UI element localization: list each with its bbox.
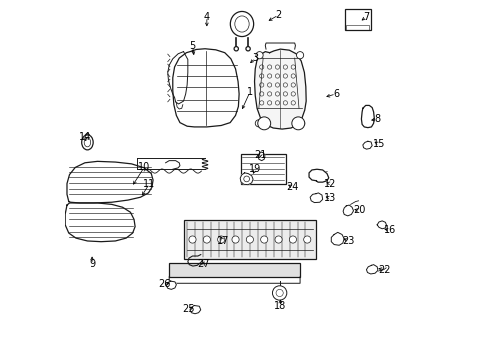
Circle shape	[231, 236, 239, 243]
Circle shape	[303, 236, 310, 243]
Circle shape	[234, 46, 238, 51]
Text: 20: 20	[352, 206, 365, 216]
Polygon shape	[190, 306, 201, 314]
Circle shape	[289, 236, 296, 243]
Circle shape	[255, 51, 263, 59]
Circle shape	[188, 236, 196, 243]
Circle shape	[245, 46, 250, 51]
Bar	[344, 9, 370, 30]
Polygon shape	[366, 265, 377, 274]
Text: 6: 6	[332, 89, 338, 99]
Text: 1: 1	[246, 87, 252, 97]
Circle shape	[246, 236, 253, 243]
Ellipse shape	[81, 135, 93, 150]
Polygon shape	[254, 49, 305, 129]
Polygon shape	[361, 105, 373, 128]
Text: 12: 12	[324, 179, 336, 189]
Circle shape	[296, 51, 303, 59]
Ellipse shape	[230, 12, 253, 37]
Polygon shape	[343, 205, 353, 216]
Text: 8: 8	[373, 114, 380, 124]
Text: 18: 18	[274, 301, 286, 311]
Polygon shape	[240, 173, 253, 185]
Text: 4: 4	[203, 12, 209, 22]
Polygon shape	[166, 281, 176, 289]
Polygon shape	[309, 193, 322, 203]
Text: 3: 3	[252, 53, 258, 63]
Text: 24: 24	[286, 182, 299, 192]
Text: 13: 13	[324, 193, 336, 203]
Bar	[241, 154, 285, 184]
Text: 7: 7	[363, 12, 369, 22]
Circle shape	[272, 286, 286, 300]
Text: 17: 17	[216, 236, 229, 246]
Circle shape	[274, 236, 282, 243]
Polygon shape	[330, 232, 344, 245]
Circle shape	[217, 236, 224, 243]
Polygon shape	[65, 203, 135, 242]
Polygon shape	[172, 49, 239, 127]
Polygon shape	[258, 152, 264, 161]
Text: 23: 23	[342, 236, 354, 246]
Text: 2: 2	[275, 10, 281, 20]
Text: 19: 19	[248, 164, 261, 174]
Polygon shape	[376, 221, 386, 229]
Bar	[169, 263, 300, 277]
Text: 26: 26	[159, 279, 171, 289]
Text: 5: 5	[189, 41, 195, 50]
Polygon shape	[67, 161, 153, 203]
Text: 11: 11	[143, 179, 155, 189]
Text: 9: 9	[89, 259, 95, 269]
Text: 14: 14	[79, 132, 91, 142]
Text: 10: 10	[138, 162, 150, 172]
Text: 22: 22	[377, 265, 390, 275]
Polygon shape	[362, 141, 371, 149]
Text: 25: 25	[183, 304, 195, 314]
Circle shape	[257, 117, 270, 130]
Text: 21: 21	[254, 150, 266, 160]
Text: 27: 27	[197, 259, 209, 269]
Text: 16: 16	[383, 225, 395, 235]
Polygon shape	[308, 169, 328, 182]
Circle shape	[297, 120, 304, 127]
Circle shape	[291, 117, 304, 130]
Circle shape	[260, 236, 267, 243]
Circle shape	[255, 120, 262, 127]
Text: 15: 15	[372, 139, 385, 149]
Bar	[183, 220, 316, 259]
Circle shape	[203, 236, 210, 243]
